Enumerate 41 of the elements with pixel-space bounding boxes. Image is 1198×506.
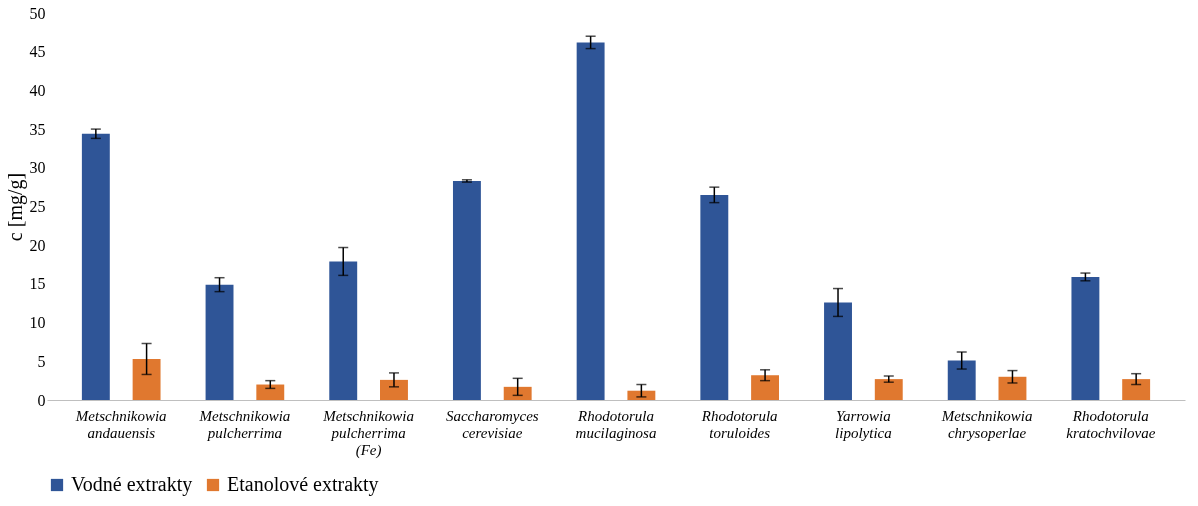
- bar: [824, 302, 852, 400]
- x-tick-label: Yarrowia lipolytica: [835, 407, 892, 441]
- legend-label: Vodné extrakty: [71, 473, 193, 496]
- y-axis-title: c [mg/g]: [3, 172, 27, 242]
- bar: [947, 360, 976, 400]
- bar: [751, 375, 780, 400]
- bar: [576, 42, 605, 400]
- bar: [205, 284, 234, 400]
- bar: [627, 390, 656, 400]
- x-tick-label: Rhodotorula kratochvilovae: [1066, 407, 1156, 441]
- y-tick-label: 15: [29, 275, 46, 293]
- y-tick-label: 30: [29, 159, 46, 177]
- y-tick-label: 20: [29, 236, 46, 254]
- bar: [256, 384, 285, 400]
- bar: [81, 133, 110, 400]
- bar: [503, 386, 532, 400]
- y-tick-label: 35: [29, 120, 46, 138]
- x-tick-label: Metschnikowia pulcherrima: [198, 407, 291, 441]
- y-tick-label: 40: [29, 81, 46, 99]
- x-tick-label: Rhodotorula toruloides: [700, 407, 778, 441]
- bar: [329, 261, 358, 400]
- y-tick-label: 25: [29, 198, 46, 215]
- bar: [132, 358, 161, 400]
- bar: [998, 376, 1027, 400]
- legend-label: Etanolové extrakty: [227, 473, 379, 496]
- bar: [700, 194, 729, 400]
- y-tick-label: 0: [37, 391, 46, 409]
- x-tick-label: Metschnikowia pulcherrima (Fe): [322, 407, 415, 459]
- bar: [1071, 276, 1100, 400]
- x-tick-label: Metschnikowia chrysoperlae: [940, 407, 1033, 441]
- y-tick-label: 50: [29, 4, 46, 22]
- x-tick-label: Saccharomyces cerevisiae: [445, 407, 539, 441]
- bar: [380, 379, 408, 400]
- y-tick-label: 45: [29, 43, 46, 61]
- y-tick-label: 10: [29, 314, 46, 332]
- x-tick-label: Metschnikowia andauensis: [74, 407, 167, 441]
- bar: [874, 379, 903, 400]
- bar: [1122, 379, 1151, 400]
- y-tick-label: 5: [37, 352, 46, 370]
- bar: [452, 180, 481, 400]
- x-tick-label: Rhodotorula mucilaginosa: [575, 407, 657, 441]
